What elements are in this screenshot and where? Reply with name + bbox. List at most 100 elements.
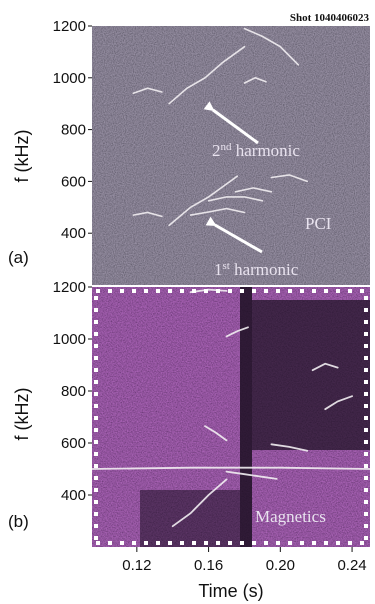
border-dot	[192, 541, 196, 545]
border-dot	[264, 289, 268, 293]
y-tick-label: 1200	[53, 18, 86, 35]
border-dot	[364, 500, 368, 504]
border-dot	[364, 416, 368, 420]
spectral-streak	[270, 174, 309, 183]
panel-b-ylabel: f (kHz)	[12, 388, 32, 441]
spectral-streak	[204, 425, 228, 442]
border-dot	[94, 416, 98, 420]
border-dot	[240, 541, 244, 545]
border-dot	[108, 541, 112, 545]
y-tick-label: 800	[61, 383, 86, 400]
border-dot	[96, 541, 100, 545]
border-dot	[364, 308, 368, 312]
y-tick-label: 1000	[53, 331, 86, 348]
border-dot	[364, 488, 368, 492]
border-dot	[360, 289, 364, 293]
panel-b-features	[92, 288, 370, 528]
border-dot	[324, 289, 328, 293]
x-tick-label: 0.20	[266, 557, 295, 574]
border-dot	[216, 541, 220, 545]
arrow-icon	[205, 216, 263, 254]
magnetics-label: Magnetics	[255, 507, 326, 526]
y-tick-label: 1200	[53, 279, 86, 296]
border-dot	[364, 380, 368, 384]
spectral-streak	[92, 466, 370, 470]
border-dot	[94, 488, 98, 492]
panel-b-dark-region	[140, 490, 240, 547]
border-dot	[364, 320, 368, 324]
panel-a: 2nd harmonic 1st harmonic PCI Shot 10404…	[92, 12, 370, 285]
spectral-streak	[270, 443, 309, 452]
spectral-streak	[207, 196, 264, 202]
spectral-streak	[243, 76, 267, 84]
border-dot	[94, 476, 98, 480]
spectral-streak	[168, 45, 246, 105]
border-dot	[364, 464, 368, 468]
panel-a-arrows	[203, 101, 263, 254]
border-dot	[336, 541, 340, 545]
border-dot	[94, 440, 98, 444]
border-dot	[192, 289, 196, 293]
harmonic-2-annotation: 2nd harmonic	[212, 141, 300, 160]
border-dot	[94, 428, 98, 432]
border-dot	[364, 536, 368, 540]
panel-a-noise	[92, 26, 370, 285]
border-dot	[364, 452, 368, 456]
border-dot	[228, 289, 232, 293]
panel-b-dark-region	[252, 300, 370, 450]
spectral-streak	[225, 470, 278, 480]
border-dot	[94, 308, 98, 312]
border-dot	[94, 464, 98, 468]
border-dot	[252, 541, 256, 545]
pci-label: PCI	[305, 214, 332, 233]
border-dot	[364, 476, 368, 480]
y-tick-label: 400	[61, 487, 86, 504]
border-dot	[94, 356, 98, 360]
border-dot	[348, 541, 352, 545]
border-dot	[94, 452, 98, 456]
border-dot	[300, 541, 304, 545]
border-dot	[96, 289, 100, 293]
border-dot	[288, 289, 292, 293]
border-dot	[348, 289, 352, 293]
border-dot	[94, 296, 98, 300]
border-dot	[132, 541, 136, 545]
border-dot	[94, 512, 98, 516]
panel-b: Magnetics	[92, 287, 370, 547]
spectral-streak	[243, 27, 300, 66]
border-dot	[264, 541, 268, 545]
x-tick-label: 0.12	[122, 557, 151, 574]
border-dot	[120, 541, 124, 545]
border-dot	[324, 541, 328, 545]
border-dot	[168, 541, 172, 545]
border-dot	[228, 541, 232, 545]
spectral-streak	[132, 87, 163, 95]
y-tick-label: 600	[61, 435, 86, 452]
border-dot	[364, 356, 368, 360]
x-tick-label: 0.16	[194, 557, 223, 574]
border-dot	[94, 500, 98, 504]
spectral-streak	[324, 395, 354, 411]
panel-a-y-axis: 400 600 800 1000 1200	[53, 18, 92, 242]
shot-label: Shot 1040406023	[290, 12, 370, 24]
border-dot	[276, 541, 280, 545]
y-tick-label: 400	[61, 225, 86, 242]
border-dot	[144, 289, 148, 293]
x-axis-label: Time (s)	[198, 581, 263, 601]
border-dot	[108, 289, 112, 293]
border-dot	[364, 392, 368, 396]
border-dot	[364, 368, 368, 372]
y-tick-label: 600	[61, 173, 86, 190]
spectral-streak	[189, 207, 246, 216]
panel-a-label: (a)	[8, 248, 29, 267]
border-dot	[364, 428, 368, 432]
border-dot	[312, 289, 316, 293]
border-dot	[180, 541, 184, 545]
border-dot	[364, 344, 368, 348]
border-dot	[94, 320, 98, 324]
border-dot	[132, 289, 136, 293]
border-dot	[94, 344, 98, 348]
border-dot	[120, 289, 124, 293]
spectral-streak	[171, 478, 228, 528]
